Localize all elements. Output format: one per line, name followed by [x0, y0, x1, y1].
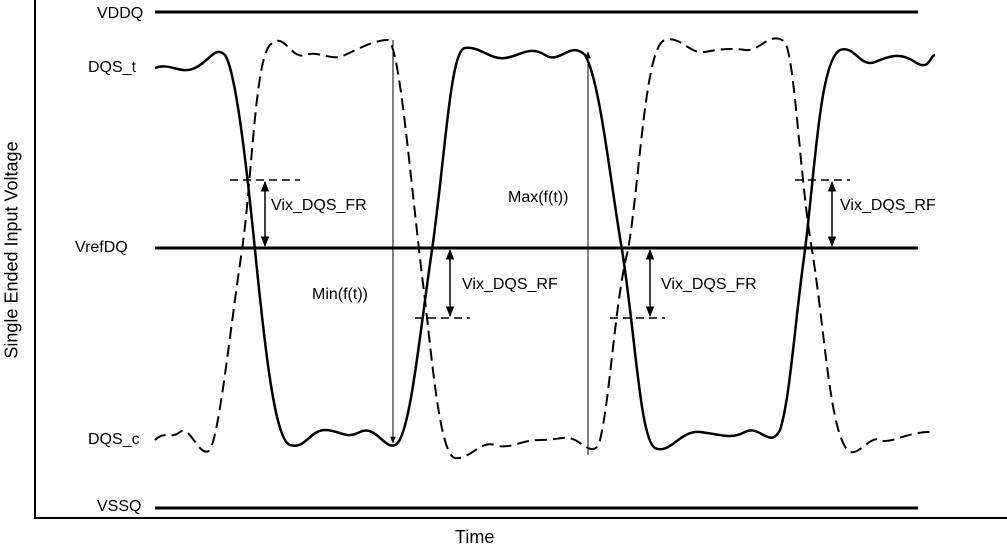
vix-rf-right-label: Vix_DQS_RF — [840, 197, 936, 214]
x-axis-label: Time — [455, 527, 495, 547]
y-axis-label: Single Ended Input Voltage — [1, 141, 22, 359]
vssq-label: VSSQ — [97, 498, 142, 515]
max-ft-label: Max(f(t)) — [508, 189, 569, 206]
vix-fr-left-label: Vix_DQS_FR — [271, 197, 367, 214]
dqs-t-waveform — [154, 46, 936, 451]
dqs-t-label: DQS_t — [88, 59, 137, 76]
vix-fr-mid-label: Vix_DQS_FR — [661, 276, 757, 293]
vix-rf-mid-label: Vix_DQS_RF — [462, 276, 558, 293]
min-ft-label: Min(f(t)) — [312, 286, 368, 303]
dqs-c-waveform — [154, 37, 936, 460]
vrefdq-label: VrefDQ — [75, 239, 128, 256]
vddq-label: VDDQ — [97, 5, 144, 22]
plot-frame — [34, 0, 1007, 519]
dqs-c-label: DQS_c — [88, 431, 140, 448]
